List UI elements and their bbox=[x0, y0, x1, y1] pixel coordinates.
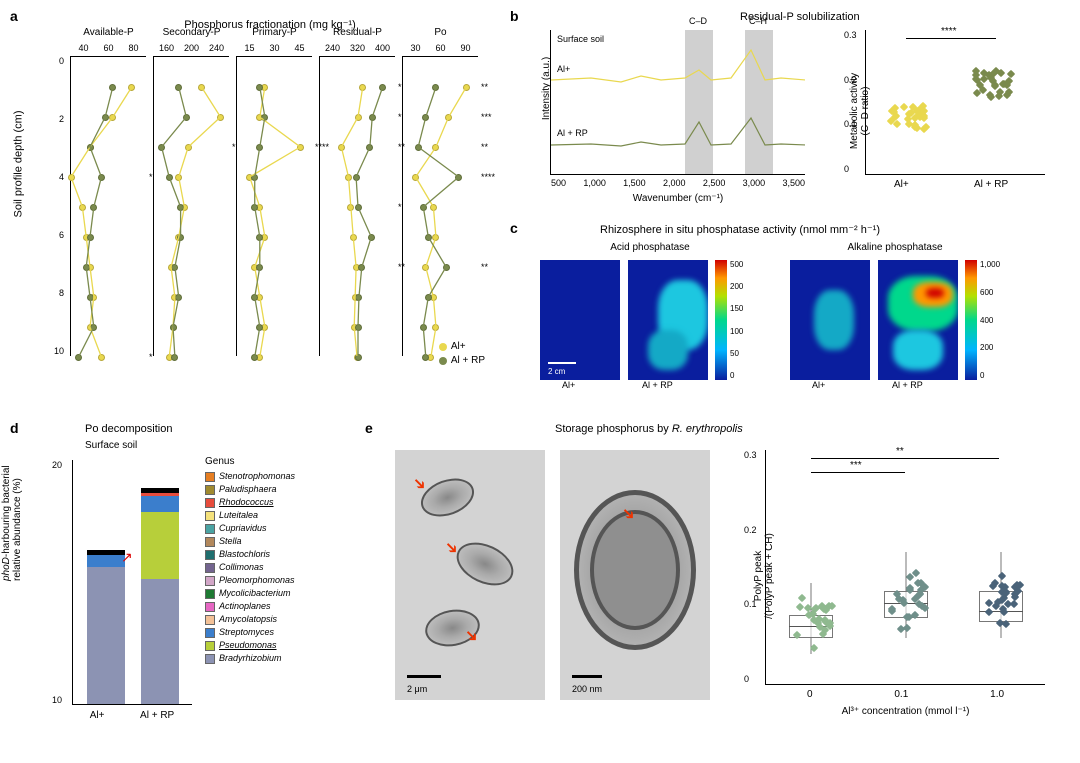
panel-c: c Rhizosphere in situ phosphatase activi… bbox=[510, 220, 1070, 395]
acid-cat-rp: Al + RP bbox=[642, 380, 673, 390]
panel-e-label: e bbox=[365, 420, 373, 436]
panel-a-ylabel: Soil profile depth (cm) bbox=[13, 111, 25, 218]
spectrum-rp: Al + RP bbox=[557, 128, 588, 138]
alk-cat-rp: Al + RP bbox=[892, 380, 923, 390]
heatmap-acid-al: 2 cm bbox=[540, 260, 620, 380]
panel-a-subplots: Available-P406080**Secondary-P160200240*… bbox=[70, 56, 485, 356]
colorbar-alk bbox=[965, 260, 977, 380]
pb-sig: **** bbox=[941, 26, 957, 37]
panel-b-xlabel: Wavenumber (cm⁻¹) bbox=[551, 193, 805, 204]
alk-title: Alkaline phosphatase bbox=[810, 242, 980, 253]
panel-e-title: Storage phosphorus by R. erythropolis bbox=[555, 423, 743, 435]
pb-cat-rp: Al + RP bbox=[974, 179, 1008, 190]
panel-d-subtitle: Surface soil bbox=[85, 440, 137, 451]
panel-d-legend: Genus StenotrophomonasPaludisphaeraRhodo… bbox=[205, 455, 295, 665]
cd-label: C–D bbox=[689, 16, 707, 26]
panel-d-ylabel: phoD-harbouring bacterialrelative abunda… bbox=[1, 465, 23, 581]
pe-yticks: 00.10.20.3 bbox=[744, 450, 757, 684]
panel-e-plot: 00.10.20.3 00.11.0 Al³⁺ concentration (m… bbox=[765, 450, 1045, 685]
panel-b-spectrum: Surface soil C–D C–H Al+ Al + RP 5001,00… bbox=[550, 30, 805, 175]
panel-d-yticks: 1020 bbox=[52, 460, 62, 705]
colorbar-acid bbox=[715, 260, 727, 380]
tem-image-1: ➔ ➔ ➔ 2 μm bbox=[395, 450, 545, 700]
panel-a-label: a bbox=[10, 8, 18, 24]
acid-title: Acid phosphatase bbox=[565, 242, 735, 253]
cd-band bbox=[685, 30, 713, 174]
legend-alrp: Al + RP bbox=[451, 354, 485, 368]
heatmap-alk-al bbox=[790, 260, 870, 380]
pe-xlabel: Al³⁺ concentration (mmol l⁻¹) bbox=[766, 706, 1045, 717]
panel-d: d Po decomposition Surface soil phoD-har… bbox=[10, 420, 350, 750]
panel-b-boxplot: 00.10.20.3 Al+ Al + RP **** bbox=[865, 30, 1045, 175]
panel-e: e Storage phosphorus by R. erythropolis … bbox=[365, 420, 1075, 750]
pd-cat-rp: Al + RP bbox=[140, 710, 174, 721]
cb-alk-ticks: 02004006001,000 bbox=[980, 260, 1000, 380]
surface-soil-label: Surface soil bbox=[557, 34, 604, 44]
pb-cat-al: Al+ bbox=[894, 179, 909, 190]
panel-d-label: d bbox=[10, 420, 19, 436]
panel-d-xticks: Al+ Al + RP bbox=[72, 710, 192, 721]
panel-c-title: Rhizosphere in situ phosphatase activity… bbox=[600, 223, 880, 236]
panel-d-title: Po decomposition bbox=[85, 423, 172, 435]
genus-title: Genus bbox=[205, 455, 295, 468]
heatmap-acid-rp bbox=[628, 260, 708, 380]
panel-b: b Residual-P solubilization Intensity (a… bbox=[510, 8, 1065, 208]
panel-b-label: b bbox=[510, 8, 519, 24]
ch-label: C–H bbox=[749, 16, 767, 26]
heatmap-alk-rp bbox=[878, 260, 958, 380]
scale-label: 2 cm bbox=[548, 367, 565, 376]
panel-b-xticks: 5001,0001,5002,0002,5003,0003,500 bbox=[551, 178, 805, 188]
cb-acid-ticks: 050100150200500 bbox=[730, 260, 743, 380]
acid-cat-al: Al+ bbox=[562, 380, 575, 390]
alk-cat-al: Al+ bbox=[812, 380, 825, 390]
panel-c-label: c bbox=[510, 220, 518, 236]
panel-d-plot: ↗ bbox=[72, 460, 192, 705]
spectrum-al: Al+ bbox=[557, 64, 570, 74]
pd-cat-al: Al+ bbox=[90, 710, 105, 721]
legend-al: Al+ bbox=[451, 340, 466, 354]
panel-a-yticks: 0246810 bbox=[50, 56, 64, 356]
panel-a-legend: Al+ Al + RP bbox=[439, 340, 485, 368]
panel-b-right-yticks: 00.10.20.3 bbox=[844, 30, 857, 174]
bar-rp bbox=[141, 488, 179, 704]
tem-image-2: ➔ 200 nm bbox=[560, 450, 710, 700]
ch-band bbox=[745, 30, 773, 174]
highlight-arrow-icon: ↗ bbox=[121, 549, 133, 566]
bar-al bbox=[87, 550, 125, 704]
pe-sig-1: *** bbox=[850, 460, 862, 471]
tem2-scale: 200 nm bbox=[572, 684, 602, 694]
panel-a: a Phosphorus fractionation (mg kg⁻¹) Soi… bbox=[10, 8, 485, 393]
tem1-scale: 2 μm bbox=[407, 684, 427, 694]
pe-xticks: 00.11.0 bbox=[766, 689, 1045, 700]
